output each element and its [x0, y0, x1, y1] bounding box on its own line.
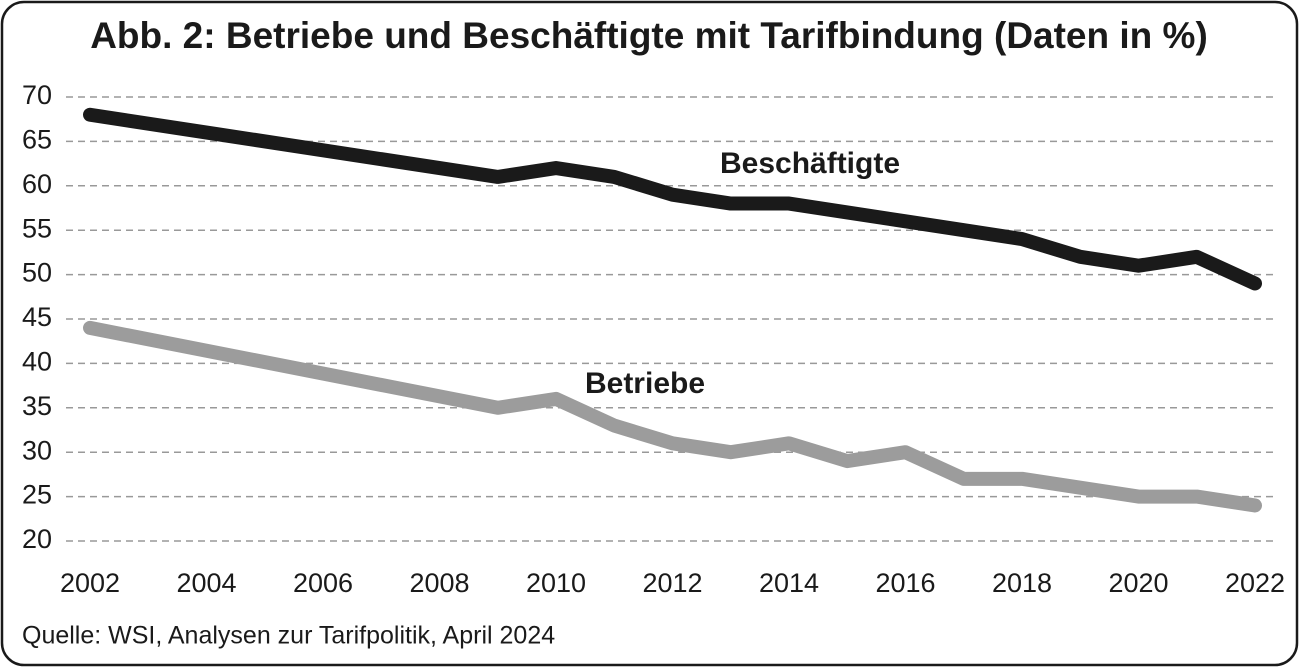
series-label: Betriebe — [585, 367, 705, 400]
y-tick-label: 55 — [22, 213, 52, 243]
y-tick-label: 25 — [22, 480, 52, 510]
series-line — [83, 320, 1262, 513]
y-tick-label: 35 — [22, 391, 52, 421]
y-tick-label: 60 — [22, 169, 52, 199]
y-tick-label: 45 — [22, 302, 52, 332]
source: Quelle: WSI, Analysen zur Tarifpolitik, … — [22, 622, 555, 650]
y-tick-label: 20 — [22, 524, 52, 554]
series-line — [83, 107, 1262, 291]
y-tick-label: 70 — [22, 80, 52, 110]
y-tick-label: 30 — [22, 435, 52, 465]
x-tick-label: 2010 — [526, 568, 586, 598]
series-label: Beschäftigte — [720, 147, 900, 180]
x-tick-label: 2020 — [1108, 568, 1168, 598]
y-tick-label: 40 — [22, 347, 52, 377]
x-tick-label: 2004 — [176, 568, 236, 598]
x-tick-label: 2008 — [409, 568, 469, 598]
x-tick-label: 2016 — [875, 568, 935, 598]
x-tick-label: 2006 — [293, 568, 353, 598]
x-tick-label: 2018 — [992, 568, 1052, 598]
y-tick-label: 65 — [22, 125, 52, 155]
x-tick-label: 2012 — [642, 568, 702, 598]
x-tick-label: 2022 — [1225, 568, 1285, 598]
x-tick-label: 2014 — [759, 568, 819, 598]
chart-title: Abb. 2: Betriebe und Beschäftigte mit Ta… — [90, 15, 1208, 56]
y-tick-label: 50 — [22, 258, 52, 288]
x-tick-label: 2002 — [60, 568, 120, 598]
